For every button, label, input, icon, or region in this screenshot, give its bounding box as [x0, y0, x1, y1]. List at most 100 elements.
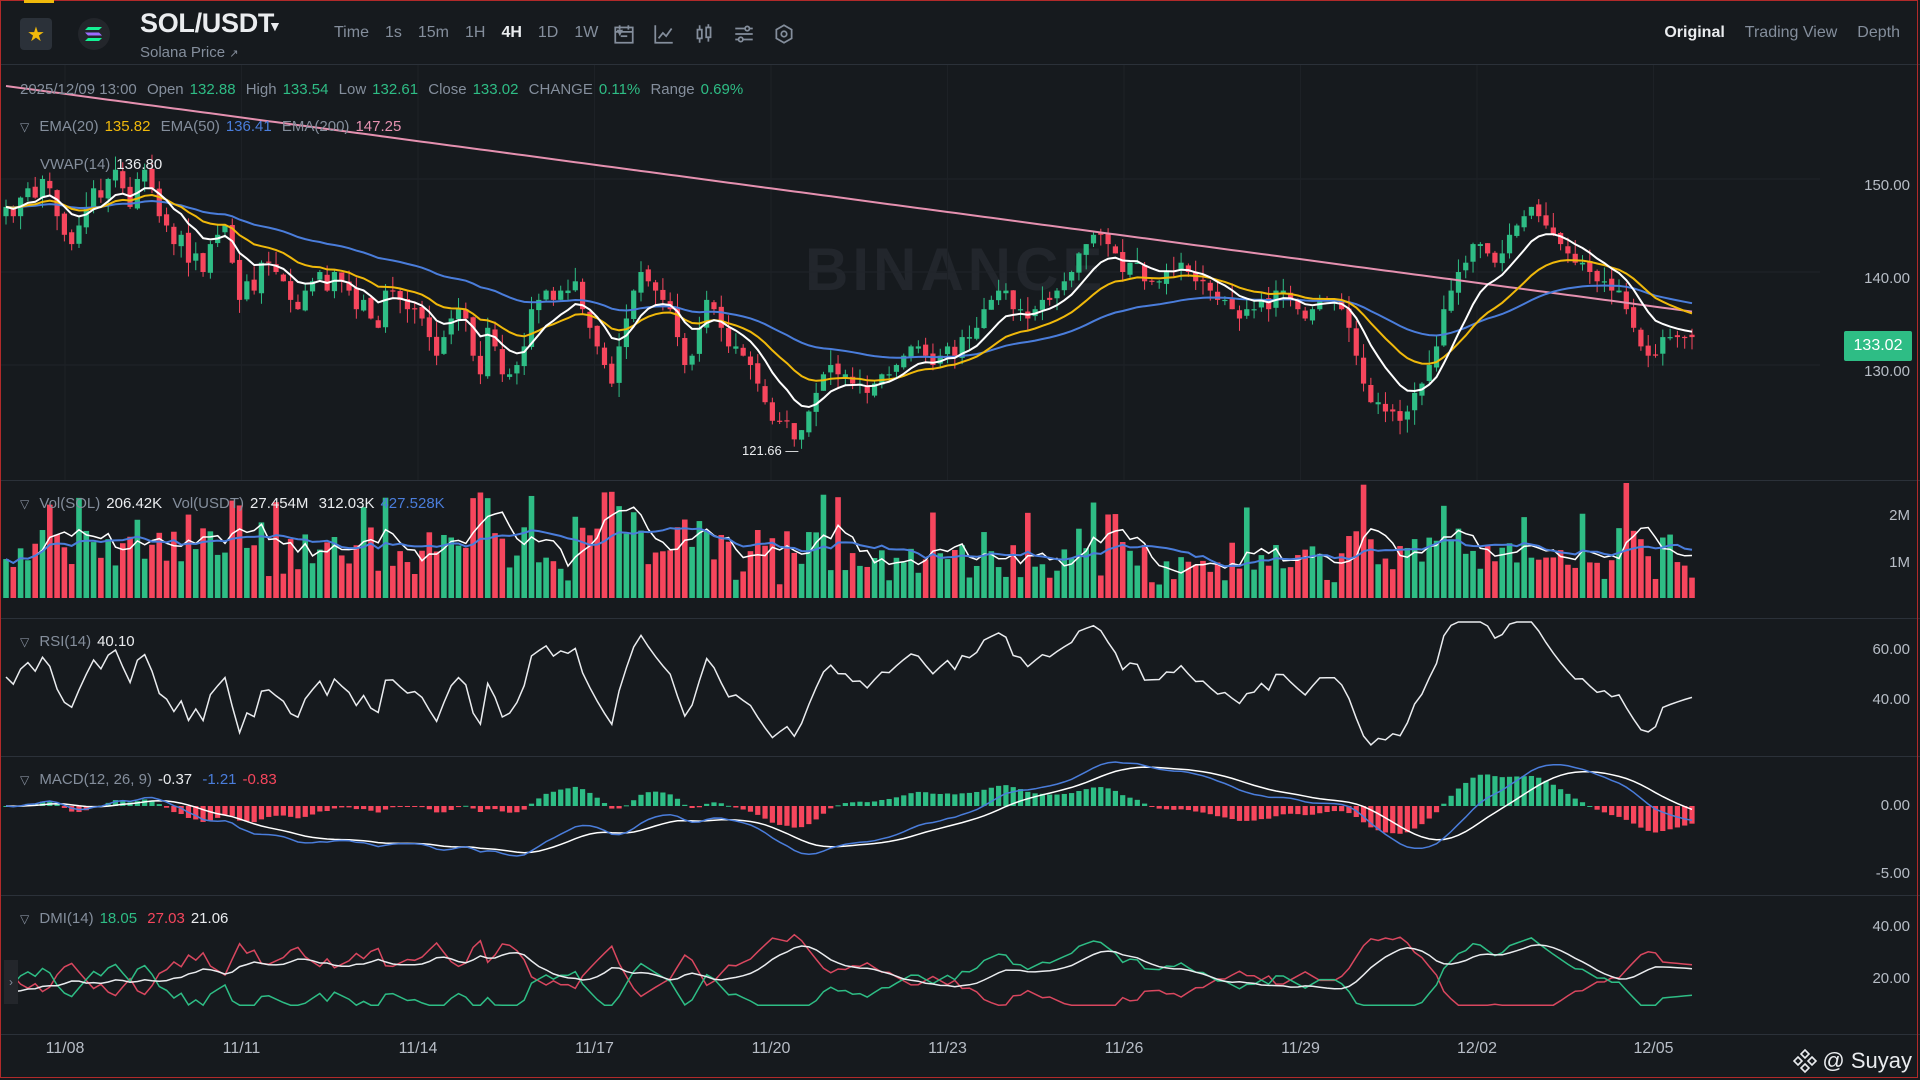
macd-histogram-bar [1273, 806, 1279, 817]
macd-histogram-bar [200, 806, 206, 822]
macd-histogram-bar [784, 806, 790, 826]
macd-histogram-bar [864, 802, 870, 806]
favorite-button[interactable]: ★ [20, 18, 52, 50]
top-bar: ★ SOL/USDT ▼ Solana Price ↗ Time 1s 15m … [0, 0, 1920, 65]
macd-histogram-bar [1682, 806, 1688, 826]
price-pane[interactable]: BINANCE 121.66 — 2025/12/09 13:00 Open 13… [0, 65, 1820, 480]
candle-body [499, 349, 505, 375]
volume-bar [550, 561, 557, 598]
collapse-chevron-icon[interactable]: ▽ [20, 773, 30, 787]
candle-body [61, 213, 67, 235]
macd-chart-svg[interactable] [0, 757, 1820, 895]
dmi-adx-line [5, 944, 1693, 994]
volume-bar [1368, 539, 1374, 598]
candle-body [974, 327, 980, 339]
candle-body [696, 327, 702, 354]
candle-body [302, 290, 308, 311]
tf-time[interactable]: Time [334, 24, 369, 41]
candle-body [1455, 272, 1462, 293]
candle-body [660, 289, 666, 300]
tf-1d[interactable]: 1D [537, 24, 559, 41]
macd-histogram-bar [1331, 806, 1337, 812]
macd-histogram-bar [266, 806, 272, 817]
macd-histogram-bar [1463, 782, 1469, 806]
dmi-chart-svg[interactable] [0, 896, 1820, 1034]
candle-body [47, 180, 53, 189]
macd-histogram-bar [1645, 806, 1651, 831]
tf-more-caret-icon[interactable]: ▼ [614, 27, 626, 39]
tf-1h[interactable]: 1H [465, 24, 486, 41]
candle-body [652, 282, 659, 291]
candle-body [258, 262, 265, 294]
macd-histogram-bar [368, 806, 374, 811]
candle-body [339, 272, 345, 282]
collapse-chevron-icon[interactable]: ▽ [20, 497, 30, 511]
volume-bar [1360, 484, 1367, 598]
candle-body [390, 290, 396, 292]
candle-body [1470, 244, 1476, 262]
volume-bar [112, 565, 119, 598]
price-chart-svg[interactable] [0, 65, 1820, 480]
macd-histogram-bar [988, 787, 994, 806]
candle-body [1017, 309, 1024, 311]
tf-1s[interactable]: 1s [384, 24, 402, 41]
pair-subtitle[interactable]: Solana Price ↗ [140, 44, 239, 61]
view-original[interactable]: Original [1664, 24, 1725, 41]
volume-bar [937, 553, 944, 598]
settings-icon[interactable] [732, 22, 756, 46]
collapse-chevron-icon[interactable]: ▽ [20, 120, 30, 134]
volume-bar [39, 530, 46, 598]
volume-chart-svg[interactable] [0, 481, 1820, 618]
candle-body [1098, 232, 1104, 235]
pair-title[interactable]: SOL/USDT [140, 8, 275, 38]
screenshot-icon[interactable] [772, 22, 796, 46]
macd-histogram-bar [579, 789, 586, 806]
view-depth[interactable]: Depth [1857, 24, 1900, 41]
side-expand-tab[interactable]: › [4, 960, 18, 1004]
macd-histogram-bar [944, 793, 951, 806]
macd-histogram-bar [842, 803, 848, 806]
caret-down-icon[interactable]: ▼ [268, 18, 282, 34]
volume-bar [149, 544, 155, 598]
candle-body [1105, 234, 1111, 245]
volume-bar [1492, 561, 1498, 598]
candle-body [309, 281, 316, 292]
tf-4h[interactable]: 4H [501, 24, 522, 41]
rsi-pane[interactable]: ▽ RSI(14) 40.10 [0, 619, 1820, 756]
dmi-tick-40: 40.00 [1872, 918, 1910, 935]
candle-body [1652, 354, 1659, 356]
candle-body [222, 225, 228, 233]
dmi-pane[interactable]: ▽ DMI(14) 18.05 27.03 21.06 [0, 896, 1820, 1034]
volume-bar [477, 492, 484, 598]
macd-histogram-bar [390, 806, 396, 808]
volume-bar [76, 497, 82, 598]
candle-body [90, 188, 97, 209]
collapse-chevron-icon[interactable]: ▽ [20, 635, 30, 649]
rsi-chart-svg[interactable] [0, 619, 1820, 756]
candle-body [368, 297, 374, 319]
candle-body [1090, 234, 1097, 244]
indicator-icon[interactable] [652, 22, 676, 46]
view-trading-view[interactable]: Trading View [1744, 24, 1838, 41]
volume-bar [25, 560, 31, 598]
candle-body [361, 299, 367, 311]
pane-separator [0, 756, 1920, 757]
candle-body [1492, 252, 1498, 263]
macd-histogram-bar [755, 806, 761, 815]
collapse-chevron-icon[interactable]: ▽ [20, 912, 30, 926]
candle-body [1616, 290, 1622, 293]
macd-histogram-bar [448, 806, 454, 810]
candle-body [864, 385, 870, 393]
candle-style-icon[interactable] [692, 22, 716, 46]
tf-15m[interactable]: 15m [417, 24, 449, 41]
calendar-icon[interactable] [612, 22, 636, 46]
macd-histogram-bar [331, 806, 338, 809]
macd-histogram-bar [470, 806, 476, 809]
tf-1w[interactable]: 1W [574, 24, 599, 41]
macd-histogram-bar [1120, 795, 1126, 806]
candle-body [25, 188, 31, 198]
macd-histogram-bar [222, 806, 228, 815]
macd-pane[interactable]: ▽ MACD(12, 26, 9) -0.37 -1.21 -0.83 [0, 757, 1820, 895]
volume-pane[interactable]: ▽ Vol(SOL) 206.42K Vol(USDT) 27.454M 312.0… [0, 481, 1820, 618]
date-tick-label: 11/17 [575, 1040, 614, 1057]
